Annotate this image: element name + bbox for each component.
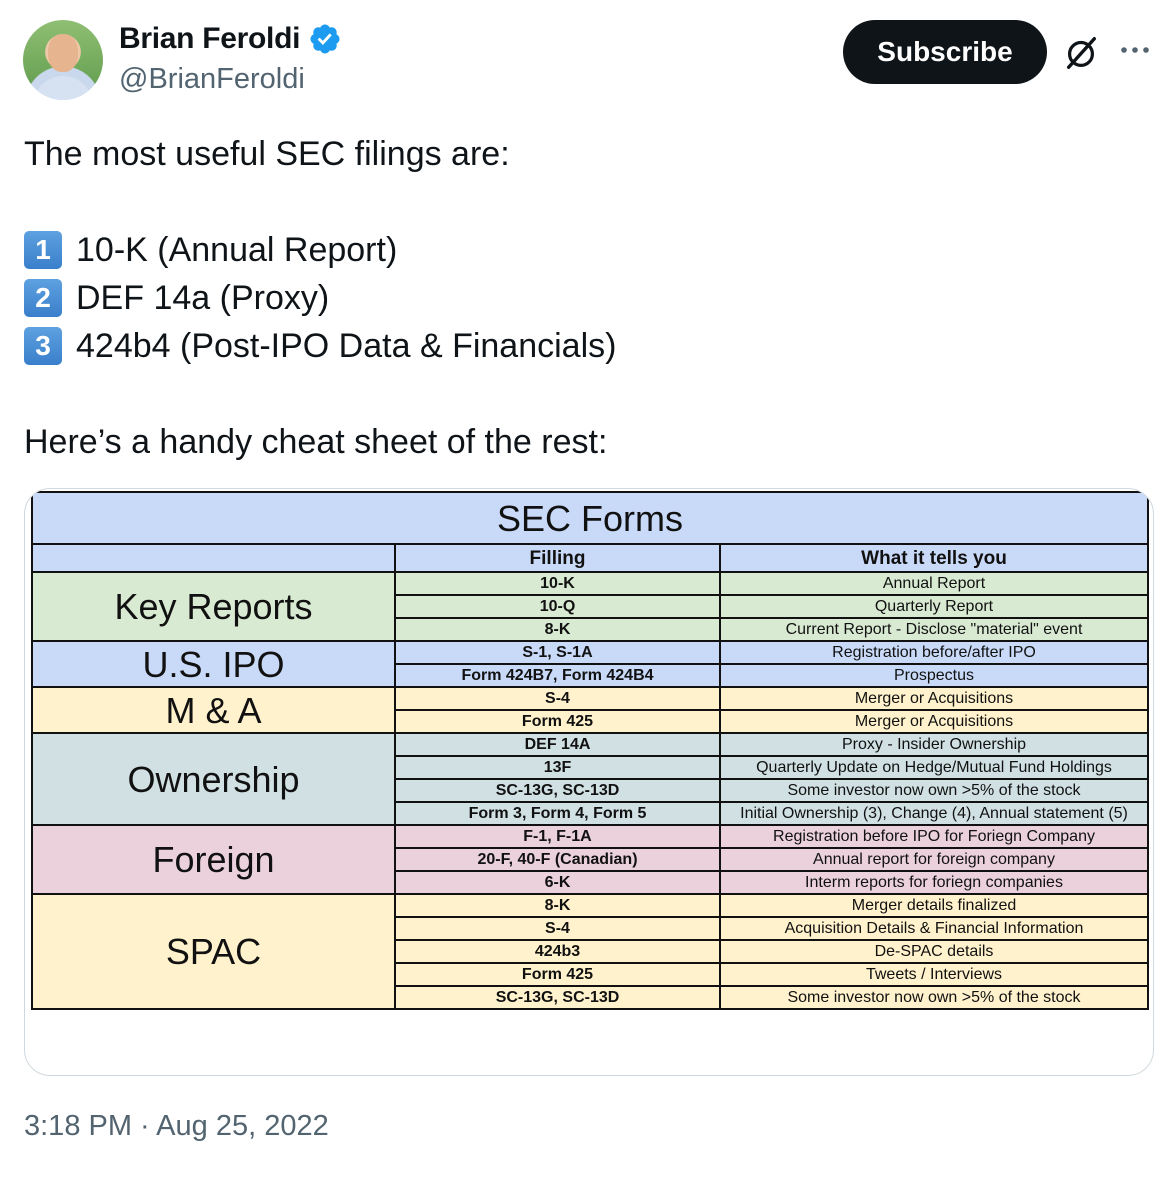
list-item-text: 424b4 (Post-IPO Data & Financials) xyxy=(76,327,617,365)
category-cell: Ownership xyxy=(31,732,396,826)
form-cell: 10-Q xyxy=(394,594,721,619)
table-row: M & A S-4 Merger or Acquisitions xyxy=(31,686,1149,734)
form-cell: S-1, S-1A xyxy=(394,640,721,665)
description-cell: Quarterly Report xyxy=(719,594,1149,619)
description-cell: Interm reports for foriegn companies xyxy=(719,870,1149,895)
keycap-digit-one-icon: 1 xyxy=(24,231,62,269)
attached-image[interactable]: SEC Forms Filling What it tells you Key … xyxy=(24,488,1154,1076)
form-cell: Form 425 xyxy=(394,709,721,734)
description-cell: Merger details finalized xyxy=(719,893,1149,918)
category-cell: Key Reports xyxy=(31,571,396,642)
form-cell: 424b3 xyxy=(394,939,721,964)
form-cell: 13F xyxy=(394,755,721,780)
description-cell: Initial Ownership (3), Change (4), Annua… xyxy=(719,801,1149,826)
header-filing: Filling xyxy=(394,543,721,573)
table-row: Foreign F-1, F-1A Registration before IP… xyxy=(31,824,1149,895)
table-row: SPAC 8-K Merger details finalized xyxy=(31,893,1149,1010)
form-cell: DEF 14A xyxy=(394,732,721,757)
form-cell: 8-K xyxy=(394,617,721,642)
subscribe-button[interactable]: Subscribe xyxy=(843,20,1047,84)
author-name-row: Brian Feroldi xyxy=(119,22,342,56)
category-cell: Foreign xyxy=(31,824,396,895)
description-cell: Some investor now own >5% of the stock xyxy=(719,778,1149,803)
description-cell: Annual report for foreign company xyxy=(719,847,1149,872)
description-cell: Some investor now own >5% of the stock xyxy=(719,985,1149,1010)
tweet-intro: The most useful SEC filings are: xyxy=(24,135,510,173)
grok-icon[interactable] xyxy=(1062,34,1100,72)
description-cell: Merger or Acquisitions xyxy=(719,686,1149,711)
verified-badge-icon[interactable] xyxy=(308,22,342,56)
form-cell: S-4 xyxy=(394,916,721,941)
form-cell: 6-K xyxy=(394,870,721,895)
description-cell: Registration before/after IPO xyxy=(719,640,1149,665)
description-cell: De-SPAC details xyxy=(719,939,1149,964)
description-cell: Tweets / Interviews xyxy=(719,962,1149,987)
form-cell: Form 3, Form 4, Form 5 xyxy=(394,801,721,826)
form-cell: 20-F, 40-F (Canadian) xyxy=(394,847,721,872)
category-cell: U.S. IPO xyxy=(31,640,396,688)
category-cell: SPAC xyxy=(31,893,396,1010)
description-cell: Acquisition Details & Financial Informat… xyxy=(719,916,1149,941)
form-cell: SC-13G, SC-13D xyxy=(394,778,721,803)
keycap-digit-three-icon: 3 xyxy=(24,327,62,365)
list-item: 3 424b4 (Post-IPO Data & Financials) xyxy=(24,322,1154,370)
sec-forms-table: SEC Forms Filling What it tells you Key … xyxy=(31,491,1149,1010)
form-cell: Form 425 xyxy=(394,962,721,987)
tweet-timestamp[interactable]: 3:18 PM · Aug 25, 2022 xyxy=(24,1110,329,1142)
description-cell: Prospectus xyxy=(719,663,1149,688)
form-cell: S-4 xyxy=(394,686,721,711)
header-category xyxy=(31,543,396,573)
table-row: Key Reports 10-K Annual Report xyxy=(31,571,1149,642)
form-cell: 8-K xyxy=(394,893,721,918)
form-cell: 10-K xyxy=(394,571,721,596)
list-item: 2 DEF 14a (Proxy) xyxy=(24,274,1154,322)
tweet-outro: Here’s a handy cheat sheet of the rest: xyxy=(24,423,608,461)
avatar-face xyxy=(48,34,78,72)
form-cell: Form 424B7, Form 424B4 xyxy=(394,663,721,688)
description-cell: Merger or Acquisitions xyxy=(719,709,1149,734)
more-icon[interactable] xyxy=(1118,40,1158,60)
form-cell: F-1, F-1A xyxy=(394,824,721,849)
form-cell: SC-13G, SC-13D xyxy=(394,985,721,1010)
avatar-shirt xyxy=(33,76,93,100)
table-row: 10-Q Quarterly Report xyxy=(32,594,1149,619)
description-cell: Proxy - Insider Ownership xyxy=(719,732,1149,757)
keycap-digit-two-icon: 2 xyxy=(24,279,62,317)
sheet-title: SEC Forms xyxy=(31,491,1149,545)
sec-forms-sheet: SEC Forms Filling What it tells you Key … xyxy=(31,491,1149,1069)
table-row: U.S. IPO S-1, S-1A Registration before/a… xyxy=(31,640,1149,688)
description-cell: Annual Report xyxy=(719,571,1149,596)
description-cell: Quarterly Update on Hedge/Mutual Fund Ho… xyxy=(719,755,1149,780)
description-cell: Current Report - Disclose "material" eve… xyxy=(719,617,1149,642)
description-cell: Registration before IPO for Foriegn Comp… xyxy=(719,824,1149,849)
list-item: 1 10-K (Annual Report) xyxy=(24,226,1154,274)
list-item-text: DEF 14a (Proxy) xyxy=(76,279,330,317)
tweet-text: The most useful SEC filings are: 1 10-K … xyxy=(24,130,1154,466)
author-handle[interactable]: @BrianFeroldi xyxy=(119,63,305,95)
category-cell: M & A xyxy=(31,686,396,734)
table-row: Ownership DEF 14A Proxy - Insider Owners… xyxy=(31,732,1149,826)
header-meaning: What it tells you xyxy=(719,543,1149,573)
author-display-name[interactable]: Brian Feroldi xyxy=(119,22,301,55)
avatar[interactable] xyxy=(23,20,103,100)
list-item-text: 10-K (Annual Report) xyxy=(76,231,398,269)
